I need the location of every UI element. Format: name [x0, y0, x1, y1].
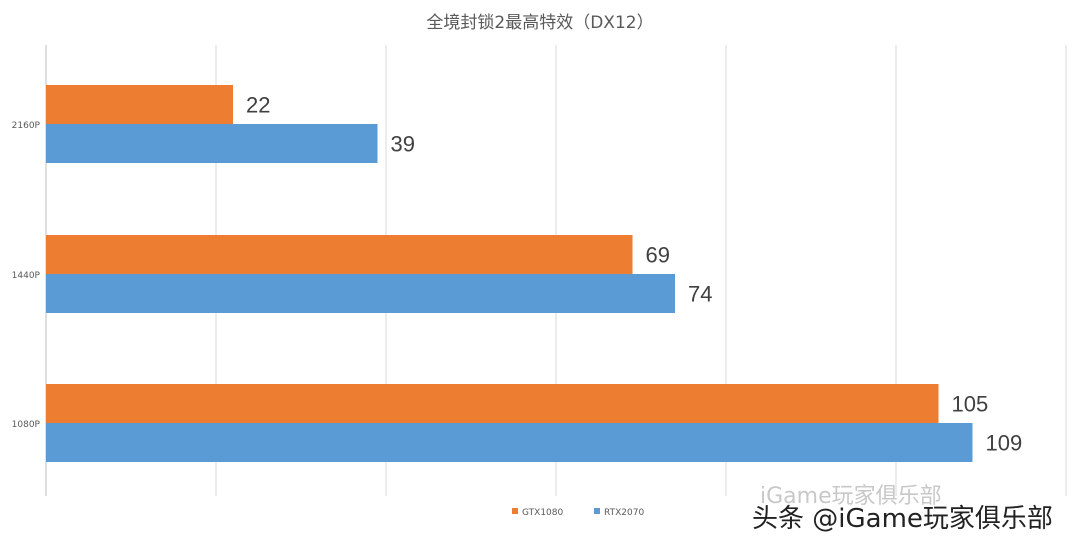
bar-gtx1080-1080p — [46, 384, 939, 423]
data-label-rtx2070-2160p: 39 — [391, 132, 415, 157]
bars-group — [46, 85, 973, 462]
legend-swatch-rtx2070 — [594, 508, 600, 514]
bar-rtx2070-2160p — [46, 124, 378, 163]
data-label-rtx2070-1440p: 74 — [688, 282, 712, 307]
bar-rtx2070-1080p — [46, 423, 973, 462]
bar-gtx1080-1440p — [46, 235, 633, 274]
category-label-1080p: 1080P — [12, 420, 41, 430]
data-labels: 22 39 69 74 105 109 — [246, 93, 1022, 456]
bar-rtx2070-1440p — [46, 274, 675, 313]
category-labels: 2160P 1440P 1080P — [12, 121, 41, 430]
data-label-gtx1080-1440p: 69 — [646, 243, 670, 268]
data-label-gtx1080-2160p: 22 — [246, 93, 270, 118]
legend-label-rtx2070: RTX2070 — [604, 508, 644, 518]
legend: GTX1080 RTX2070 — [512, 508, 644, 518]
watermark-faint: iGame玩家俱乐部 — [760, 484, 942, 509]
category-label-2160p: 2160P — [12, 121, 41, 131]
bar-gtx1080-2160p — [46, 85, 233, 124]
legend-swatch-gtx1080 — [512, 508, 518, 514]
data-label-rtx2070-1080p: 109 — [986, 431, 1023, 456]
chart-title: 全境封锁2最高特效（DX12） — [426, 13, 653, 33]
legend-label-gtx1080: GTX1080 — [522, 508, 563, 518]
category-label-1440p: 1440P — [12, 271, 41, 281]
watermark-main: 头条 @iGame玩家俱乐部 — [752, 504, 1053, 534]
data-label-gtx1080-1080p: 105 — [952, 392, 989, 417]
